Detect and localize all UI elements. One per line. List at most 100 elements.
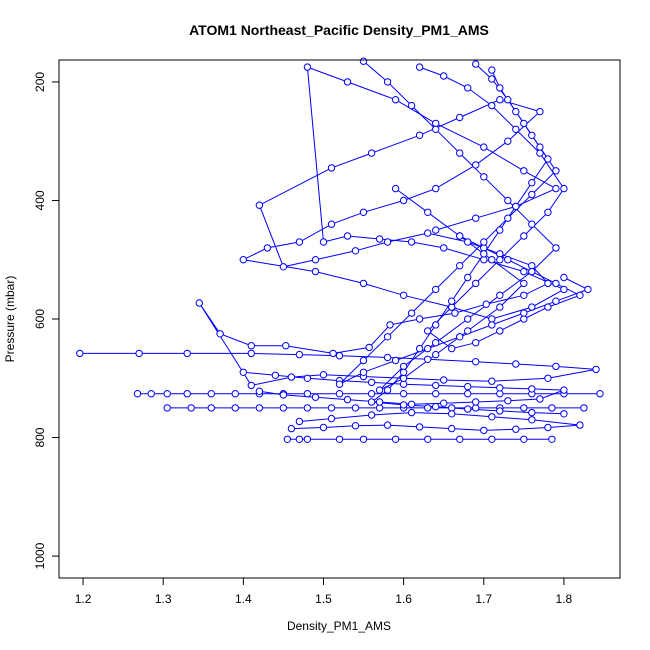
data-point	[560, 386, 568, 394]
data-point	[576, 421, 584, 429]
data-point	[327, 404, 336, 412]
data-point	[359, 356, 368, 365]
y-axis: 200 400 600 800 1000	[33, 72, 60, 569]
data-point	[383, 238, 392, 246]
data-point	[548, 404, 556, 412]
data-point	[520, 404, 528, 412]
data-point	[472, 214, 480, 222]
data-point	[440, 399, 448, 407]
data-point	[512, 360, 520, 368]
data-point	[255, 387, 264, 395]
data-point	[327, 220, 336, 228]
data-point	[432, 381, 440, 390]
data-point	[504, 96, 512, 104]
x-axis: 1.2 1.3 1.4 1.5 1.6 1.7 1.8	[75, 577, 573, 606]
data-point	[283, 435, 292, 443]
data-point	[504, 137, 512, 145]
data-point	[287, 373, 296, 381]
data-point	[424, 208, 432, 217]
data-point	[596, 390, 604, 398]
data-point	[303, 374, 312, 382]
data-point	[504, 214, 512, 222]
data-point	[391, 96, 400, 104]
data-point	[391, 356, 400, 365]
data-point	[407, 309, 416, 317]
data-point	[383, 78, 392, 86]
data-point	[367, 378, 376, 387]
data-point	[576, 291, 584, 299]
data-point	[295, 417, 304, 426]
data-point	[520, 167, 528, 175]
data-point	[488, 413, 496, 421]
data-point	[520, 279, 528, 288]
data-point	[440, 244, 448, 252]
data-point	[359, 279, 368, 288]
data-point	[133, 390, 142, 398]
data-point	[544, 423, 552, 432]
data-point	[375, 386, 384, 394]
data-point	[367, 411, 376, 419]
data-point	[496, 84, 504, 92]
data-point	[448, 424, 456, 433]
data-point	[552, 167, 560, 175]
data-point	[271, 371, 280, 379]
data-point	[303, 390, 312, 398]
data-point	[552, 362, 560, 371]
data-point	[432, 321, 440, 329]
data-point	[480, 238, 488, 246]
data-point	[464, 327, 472, 335]
data-point	[415, 423, 424, 431]
series-line	[363, 60, 557, 391]
data-point	[335, 390, 344, 398]
data-point	[424, 404, 432, 412]
data-point	[359, 57, 368, 65]
data-point	[335, 380, 344, 388]
data-point	[329, 349, 337, 358]
plot-frame	[58, 59, 621, 579]
data-point	[383, 353, 392, 362]
data-point	[424, 344, 432, 353]
data-point	[448, 344, 456, 353]
data-point	[163, 390, 171, 398]
data-point	[488, 435, 496, 443]
x-tick-label: 1.6	[395, 592, 412, 606]
data-point	[351, 404, 360, 412]
data-point	[488, 377, 496, 385]
data-point	[247, 342, 256, 350]
data-point	[295, 435, 304, 443]
data-point	[399, 196, 408, 205]
data-point	[367, 398, 376, 406]
data-point	[327, 164, 336, 172]
data-point	[464, 405, 472, 413]
data-point	[351, 247, 360, 255]
data-point	[504, 256, 512, 264]
y-tick-label: 400	[33, 190, 47, 210]
data-point	[415, 315, 424, 323]
data-point	[560, 184, 568, 193]
data-point	[365, 343, 373, 352]
data-point	[552, 297, 560, 305]
data-point	[528, 131, 536, 140]
data-point	[496, 303, 504, 311]
data-point	[472, 161, 480, 169]
data-point	[424, 435, 432, 443]
data-point	[415, 131, 424, 140]
data-point	[536, 149, 544, 157]
data-point	[520, 435, 528, 443]
data-point	[407, 238, 416, 246]
data-point	[407, 400, 416, 408]
data-point	[207, 404, 216, 412]
data-point	[375, 398, 384, 406]
data-point	[424, 327, 432, 335]
data-point	[488, 256, 496, 264]
data-point	[580, 404, 588, 412]
data-point	[480, 250, 488, 258]
data-point	[464, 315, 472, 323]
data-point	[399, 401, 408, 409]
data-point	[448, 410, 456, 418]
data-point	[472, 60, 480, 68]
y-tick-label: 1000	[33, 542, 47, 569]
data-point	[311, 256, 320, 264]
data-point	[456, 232, 464, 240]
data-point	[386, 321, 394, 329]
